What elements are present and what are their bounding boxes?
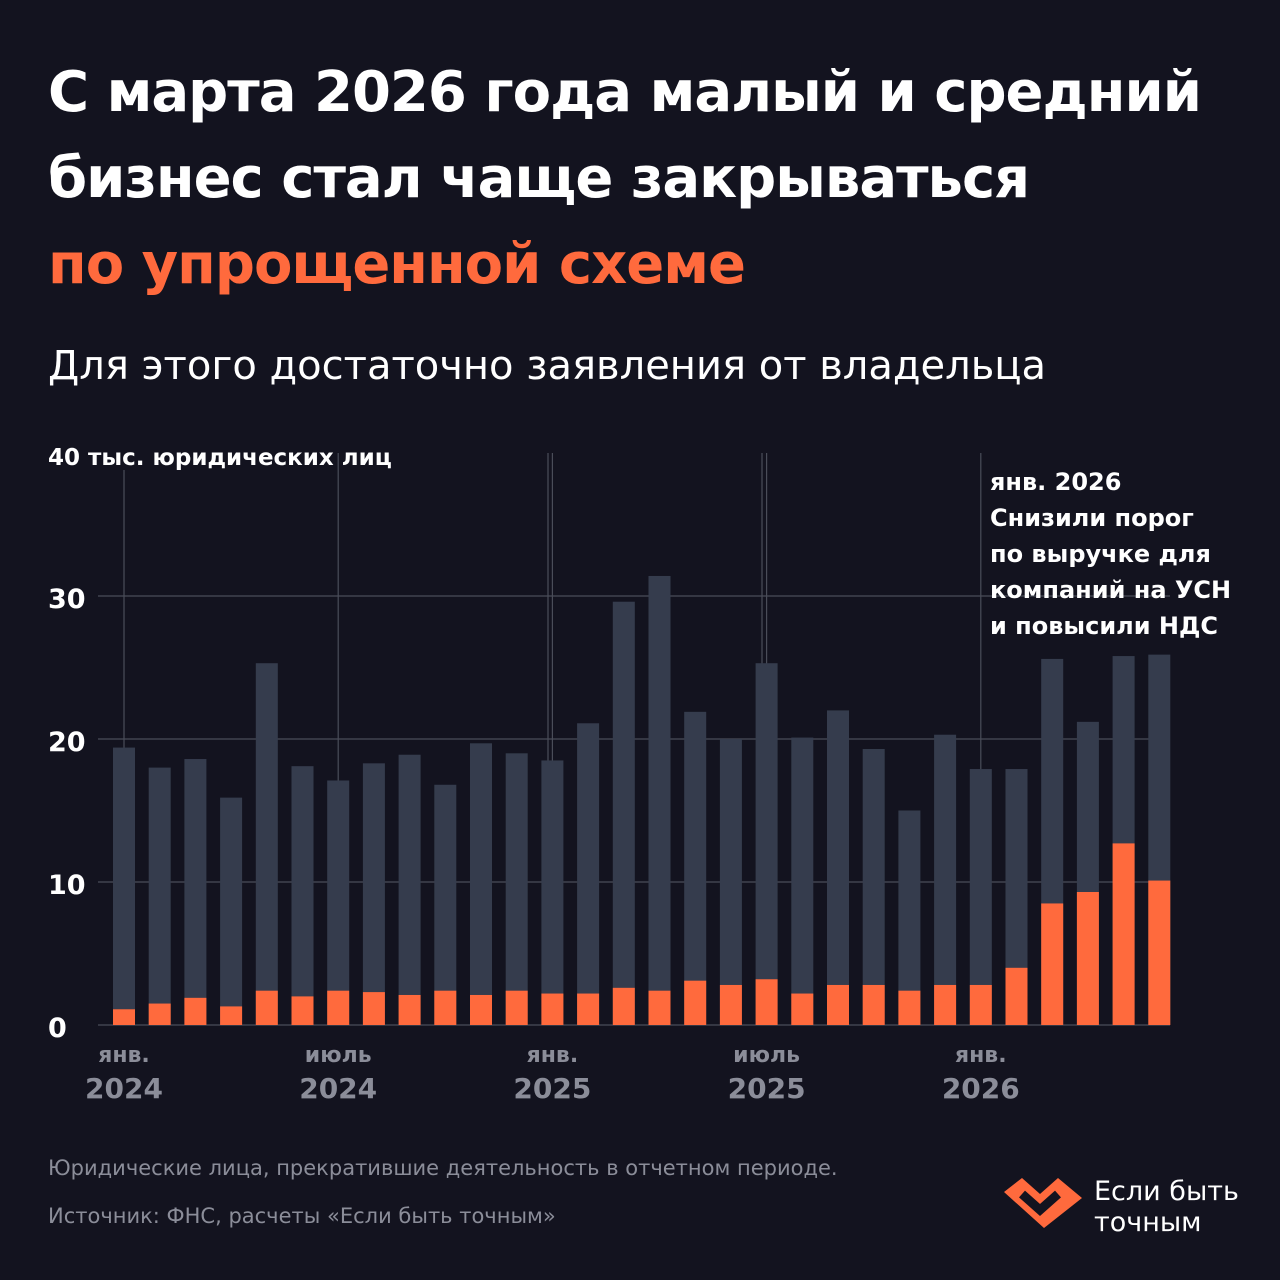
bar-simplified-13: [577, 993, 600, 1025]
logo-text: Если быть точным: [1094, 1176, 1239, 1238]
bar-simplified-25: [1005, 967, 1028, 1025]
bar-simplified-17: [719, 984, 742, 1025]
headline: С марта 2026 года малый и средний бизнес…: [48, 50, 1248, 308]
annotation-line-0: янв. 2026: [990, 468, 1121, 496]
bar-simplified-20: [827, 984, 849, 1025]
x-tick-month-18: июль: [733, 1043, 800, 1068]
bar-simplified-10: [470, 994, 492, 1025]
y-tick-label-20: 20: [48, 727, 86, 758]
bar-simplified-26: [1041, 903, 1064, 1025]
x-tick-year-12: 2025: [513, 1072, 591, 1105]
bar-simplified-29: [1148, 880, 1171, 1025]
x-tick-month-24: янв.: [955, 1043, 1007, 1068]
x-tick-year-24: 2026: [942, 1072, 1020, 1105]
bar-total-18: [755, 663, 778, 1025]
bar-simplified-21: [862, 984, 885, 1025]
bar-total-6: [327, 780, 350, 1025]
bar-total-11: [505, 753, 528, 1025]
bar-simplified-14: [612, 987, 635, 1025]
bar-total-10: [470, 743, 492, 1025]
y-tick-label-10: 10: [48, 870, 86, 901]
bar-total-0: [113, 747, 135, 1025]
bar-simplified-4: [255, 990, 278, 1025]
x-tick-year-18: 2025: [728, 1072, 806, 1105]
y-tick-label-top-with-unit: 40 тыс. юридических лиц: [48, 445, 392, 471]
bar-simplified-2: [184, 997, 207, 1025]
bar-simplified-0: [113, 1009, 135, 1025]
annotation-line-3: компаний на УСН: [990, 576, 1231, 604]
subtitle: Для этого достаточно заявления от владел…: [48, 343, 1047, 389]
bar-chart: 0 10 20 30 40 тыс. юридических лиц янв. 2024 ию…: [48, 445, 1231, 1105]
x-tick-month-12: янв.: [527, 1043, 579, 1068]
bar-total-23: [934, 734, 957, 1025]
footnote-source: Источник: ФНС, расчеты «Если быть точным…: [48, 1204, 556, 1228]
x-tick-year-0: 2024: [85, 1072, 163, 1105]
bar-total-2: [184, 759, 207, 1025]
x-tick-year-6: 2024: [299, 1072, 377, 1105]
bar-total-1: [148, 767, 171, 1025]
bar-total-15: [648, 575, 671, 1025]
annotation-line-2: по выручке для: [990, 540, 1211, 568]
bar-total-22: [898, 810, 921, 1025]
annotation-line-4: и повысили НДС: [990, 612, 1218, 640]
bar-layer: [113, 575, 1171, 1025]
bar-simplified-11: [505, 990, 528, 1025]
bar-simplified-7: [362, 992, 385, 1025]
bar-total-4: [255, 663, 278, 1025]
bar-total-7: [362, 763, 385, 1025]
bar-total-13: [577, 723, 600, 1025]
bar-total-14: [612, 601, 635, 1025]
bar-simplified-19: [791, 993, 814, 1025]
bar-simplified-1: [148, 1003, 171, 1025]
bar-total-21: [862, 749, 885, 1025]
bar-total-20: [827, 710, 849, 1025]
bar-simplified-23: [934, 984, 957, 1025]
bar-simplified-24: [969, 984, 992, 1025]
bar-total-8: [398, 754, 421, 1025]
bar-simplified-3: [220, 1006, 243, 1025]
x-tick-month-0: янв.: [98, 1043, 150, 1068]
annotation-line-1: Снизили порог: [990, 504, 1194, 532]
x-tick-month-6: июль: [305, 1043, 372, 1068]
bar-simplified-27: [1076, 892, 1099, 1025]
bar-total-19: [791, 737, 814, 1025]
bar-total-25: [1005, 769, 1028, 1025]
bar-total-3: [220, 797, 243, 1025]
footnote-definition: Юридические лица, прекратившие деятельно…: [48, 1156, 838, 1180]
bar-simplified-18: [755, 979, 778, 1025]
bar-simplified-28: [1112, 843, 1135, 1025]
logo-text-line-1: Если быть: [1094, 1176, 1239, 1207]
check-heart-icon: [1004, 1178, 1082, 1228]
y-tick-label-30: 30: [48, 584, 86, 615]
bar-simplified-12: [541, 993, 564, 1025]
bar-simplified-5: [291, 996, 314, 1025]
bar-simplified-16: [684, 980, 707, 1025]
headline-line-3: по упрощенной схеме: [48, 232, 746, 297]
headline-line-1: С марта 2026 года малый и средний: [48, 60, 1202, 125]
bar-total-24: [969, 769, 992, 1025]
headline-line-2: бизнес стал чаще закрываться: [48, 146, 1030, 211]
bar-simplified-9: [434, 990, 457, 1025]
bar-simplified-6: [327, 990, 350, 1025]
bar-total-9: [434, 784, 457, 1025]
bar-total-5: [291, 766, 314, 1025]
bar-simplified-22: [898, 990, 921, 1025]
bar-total-17: [719, 739, 742, 1025]
bar-simplified-15: [648, 990, 671, 1025]
bar-simplified-8: [398, 994, 421, 1025]
logo-text-line-2: точным: [1094, 1207, 1202, 1238]
bar-total-16: [684, 711, 707, 1025]
brand-logo: Если быть точным: [1000, 1170, 1260, 1240]
bar-total-12: [541, 760, 564, 1025]
y-tick-label-0: 0: [48, 1013, 67, 1044]
label-layer: 0 10 20 30 40 тыс. юридических лиц янв. 2024 ию…: [48, 445, 1231, 1105]
